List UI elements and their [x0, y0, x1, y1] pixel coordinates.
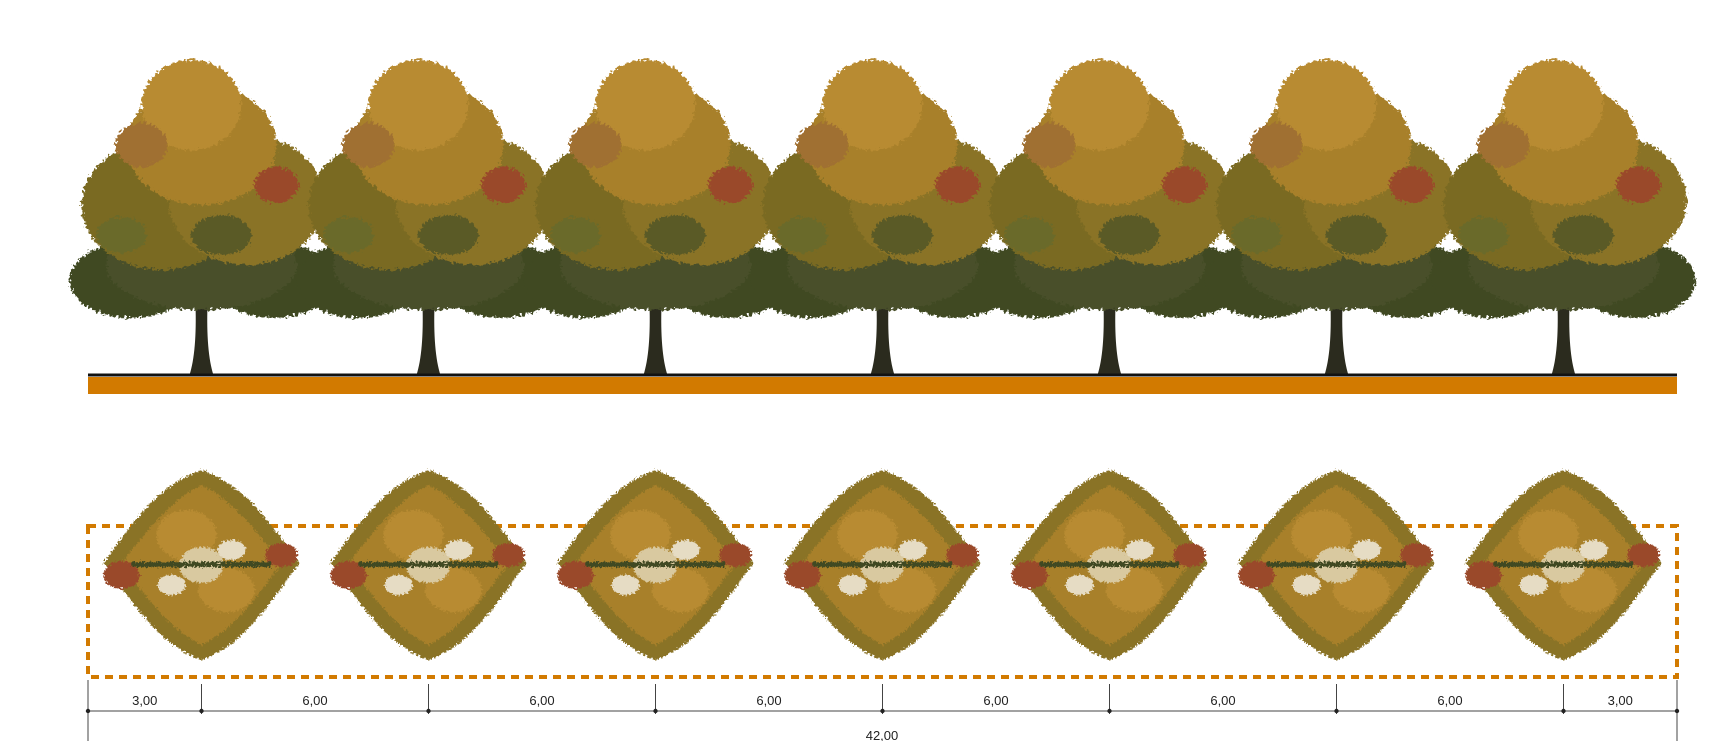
dimension-dot	[85, 708, 91, 714]
elevation-tree-row	[70, 60, 1696, 375]
plan-tree-1	[104, 470, 300, 660]
dimension-dot	[1334, 708, 1339, 714]
dimension-segment-label: 3,00	[1608, 693, 1633, 708]
plan-tree-4	[785, 470, 981, 660]
plan-tree-row	[104, 470, 1662, 660]
dimension-segment-label: 6,00	[756, 693, 781, 708]
dimension-dot	[653, 708, 658, 714]
plan-tree-5	[1012, 470, 1208, 660]
dimension-segment-label: 3,00	[132, 693, 157, 708]
dimension-dot	[199, 708, 204, 714]
dimension-dot	[1561, 708, 1566, 714]
elevation-tree-4	[751, 60, 1015, 375]
elevation-tree-3	[524, 60, 788, 375]
dimension-dot	[880, 708, 885, 714]
plan-tree-3	[558, 470, 754, 660]
plan-tree-7	[1466, 470, 1662, 660]
elevation-tree-7	[1432, 60, 1696, 375]
dimension-dot	[1674, 708, 1680, 714]
dimension-segment-label: 6,00	[529, 693, 554, 708]
dimension-dot	[426, 708, 431, 714]
dimension-dot	[1107, 708, 1112, 714]
ground-band	[88, 377, 1677, 394]
dimension-chain: 42,00 3,00 6,00 6,00 6,00 6,00 6,00 6,00 3,00	[85, 680, 1680, 741]
elevation-tree-1	[70, 60, 334, 375]
elevation-tree-2	[297, 60, 561, 375]
dimension-segment-label: 6,00	[1210, 693, 1235, 708]
plan-tree-6	[1239, 470, 1435, 660]
dimension-segment-label: 6,00	[983, 693, 1008, 708]
elevation-tree-5	[978, 60, 1242, 375]
hedge-outline	[86, 524, 1679, 679]
dimension-segment-label: 6,00	[302, 693, 327, 708]
plan-tree-2	[331, 470, 527, 660]
elevation-tree-6	[1205, 60, 1469, 375]
dimension-segment-label: 6,00	[1437, 693, 1462, 708]
dimension-total-label: 42,00	[866, 728, 899, 741]
